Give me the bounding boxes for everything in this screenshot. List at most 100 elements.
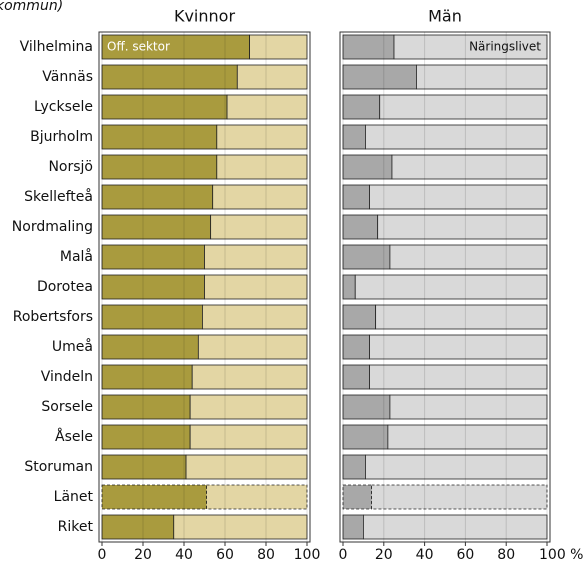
bar-segment [204,244,308,270]
bar-segment [354,274,548,300]
bar-segment [365,124,548,150]
category-label: Robertsfors [13,309,93,325]
bar-segment [101,34,251,60]
bar-segment [101,364,193,390]
bar-segment [185,454,308,480]
bar-segment [342,184,370,210]
x-tick-label: 40 [175,547,193,563]
x-tick-label: 20 [375,547,393,563]
x-tick-label: 20 [134,547,152,563]
x-tick-label: 60 [456,547,474,563]
panel-frame [98,31,311,543]
x-tick-label: 0 [98,547,107,563]
bar-segment [391,154,548,180]
bar-segment [206,484,308,510]
bar-segment [101,64,238,90]
category-label: Umeå [52,338,93,355]
category-label: Dorotea [37,279,93,295]
bar-segment [342,424,389,450]
bar-segment [101,304,203,330]
bar-segment [191,364,308,390]
category-label: Vännäs [42,69,93,85]
category-label: Vilhelmina [20,39,93,55]
bar-segment [173,514,308,540]
bar-segment [342,304,377,330]
bar-segment [212,184,308,210]
x-tick-label: 80 [257,547,275,563]
category-label: Norsjö [48,159,93,175]
bar-segment [216,154,308,180]
bar-segment [101,424,191,450]
category-label: Malå [60,248,93,265]
bar-segment [379,94,548,120]
category-label: Åsele [55,428,93,445]
bar-segment [342,514,364,540]
bar-segment [342,244,391,270]
category-label: Nordmaling [12,219,93,235]
category-label: Riket [58,519,94,535]
category-label: Storuman [24,459,93,475]
bar-segment [236,64,308,90]
bar-segment [101,274,205,300]
bar-segment [101,214,212,240]
panel-title: Män [428,7,462,26]
bar-segment [101,184,214,210]
bar-segment [389,394,548,420]
bar-segment [342,274,356,300]
bar-segment [101,154,218,180]
bar-segment [249,34,308,60]
bar-segment [342,154,393,180]
bar-segment [342,214,379,240]
bar-segment [189,424,308,450]
bar-segment [101,244,205,270]
bar-segment [342,454,366,480]
category-label: Bjurholm [30,129,93,145]
bar-segment [342,64,417,90]
bar-segment [369,184,548,210]
bar-segment [365,454,548,480]
bar-segment [210,214,308,240]
category-label: Lycksele [34,99,93,115]
x-tick-label: 80 [497,547,515,563]
bar-segment [387,424,548,450]
category-label: Skellefteå [24,188,93,205]
bar-segment [393,34,548,60]
x-tick-label: 100 % [539,547,583,563]
x-tick-label: 60 [216,547,234,563]
bar-segment [342,34,395,60]
bar-segment [101,124,218,150]
bar-segment [369,334,548,360]
bar-segment [342,124,366,150]
legend-label: Off. sektor [107,40,170,54]
category-label: Vindeln [41,369,93,385]
panel-frame [339,31,551,543]
bar-segment [189,394,308,420]
bar-segment [101,514,175,540]
bar-segment [101,454,187,480]
panel-title: Kvinnor [174,7,235,26]
bar-segment [342,334,370,360]
bar-segment [101,94,228,120]
bar-segment [362,514,548,540]
category-label: Länet [54,489,94,505]
bar-segment [202,304,308,330]
legend-label: Näringslivet [469,40,541,54]
bar-segment [377,214,548,240]
bar-segment [197,334,308,360]
bar-segment [342,394,391,420]
bar-segment [416,64,548,90]
bar-segment [101,484,207,510]
bar-segment [204,274,308,300]
bar-segment [216,124,308,150]
bar-segment [101,394,191,420]
bar-segment [371,484,548,510]
bar-segment [389,244,548,270]
x-tick-label: 0 [339,547,348,563]
x-tick-label: 40 [416,547,434,563]
x-tick-label: 100 [294,547,321,563]
bar-segment [342,364,370,390]
subtitle: kommun) [0,0,63,14]
bar-segment [226,94,308,120]
bar-segment [342,94,381,120]
